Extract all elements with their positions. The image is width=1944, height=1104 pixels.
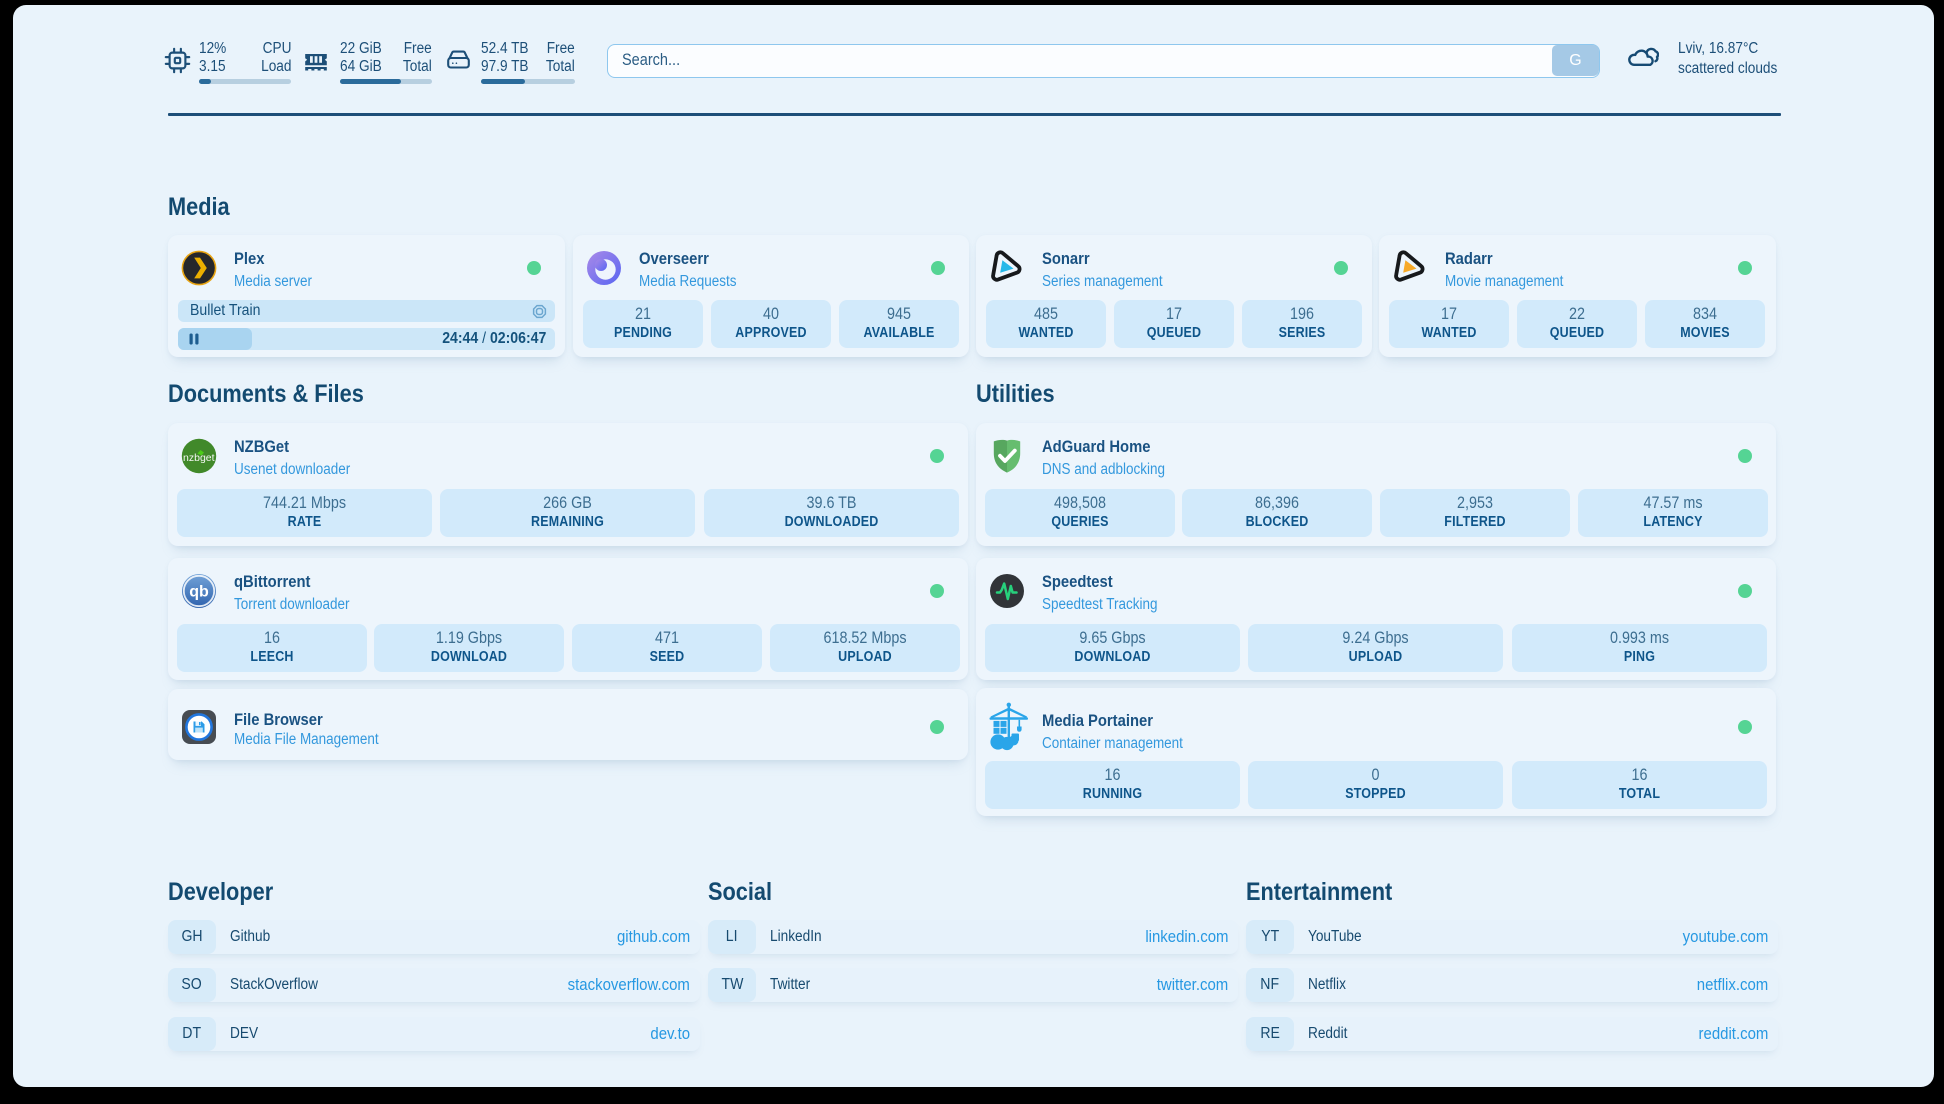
svg-text:nzbget: nzbget xyxy=(183,452,215,464)
svg-text:qb: qb xyxy=(189,584,209,601)
